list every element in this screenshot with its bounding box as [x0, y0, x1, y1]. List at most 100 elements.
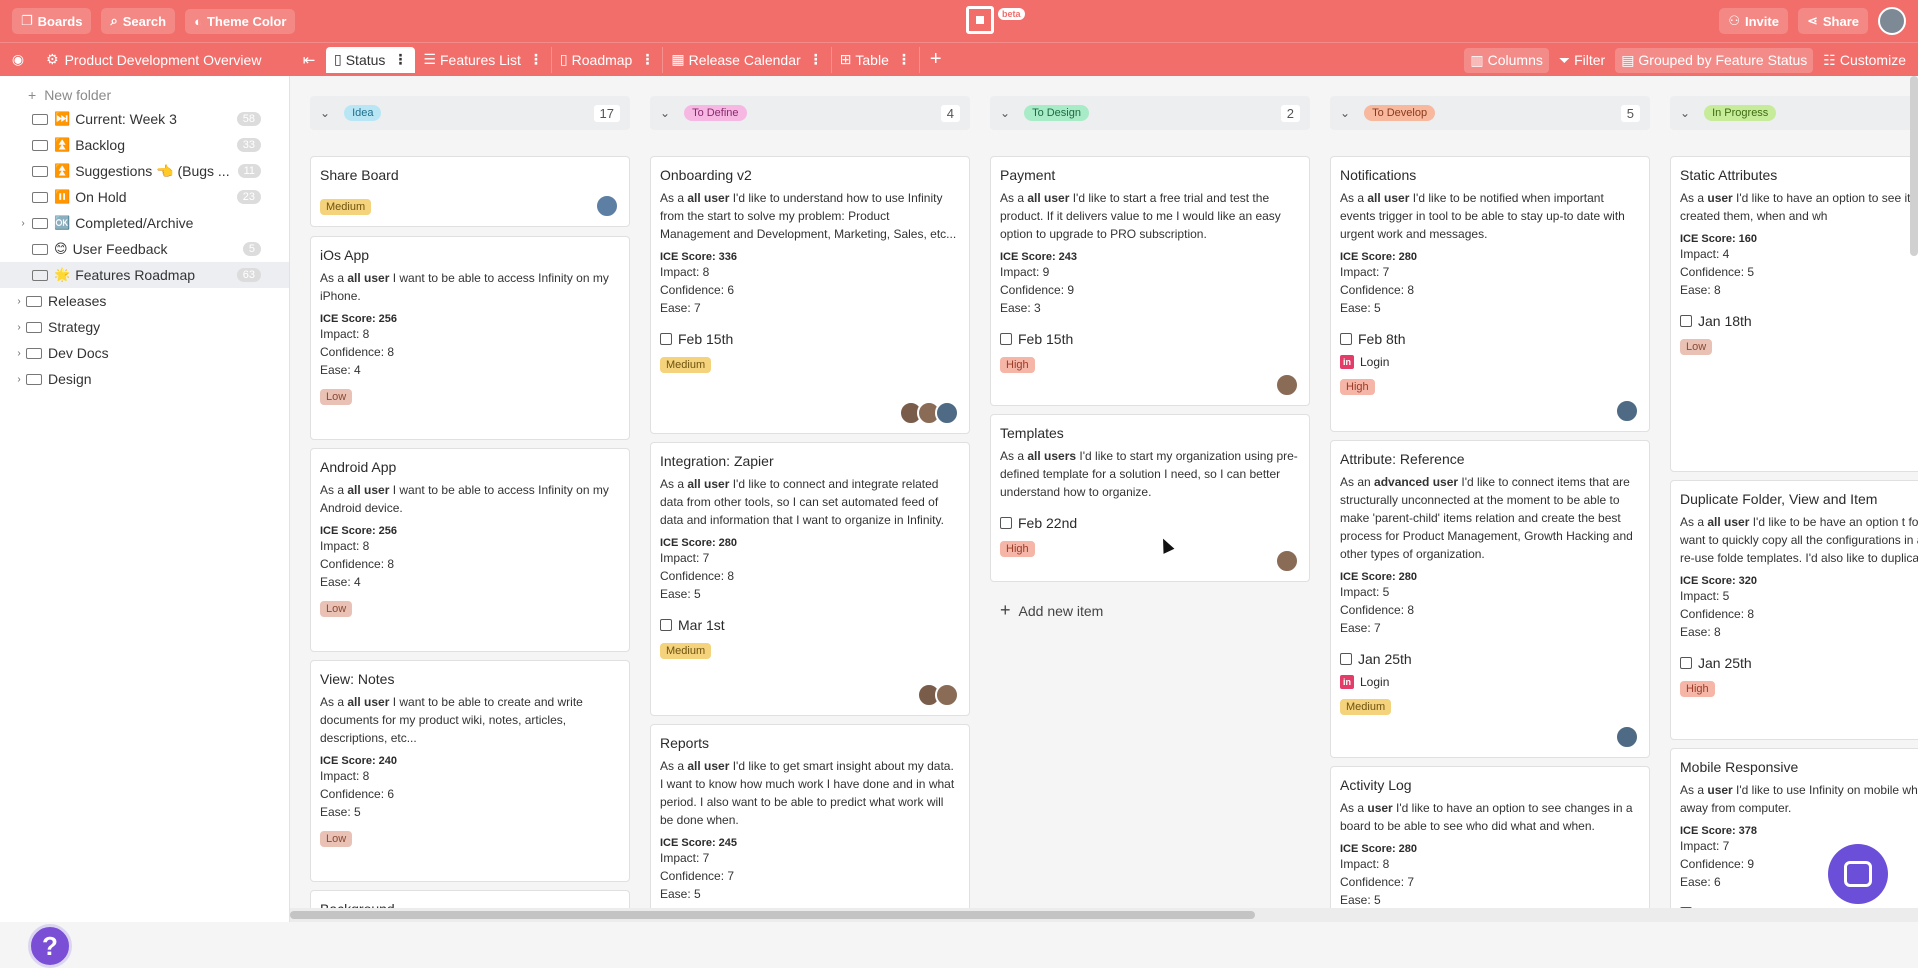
vertical-scrollbar[interactable]: [1910, 76, 1918, 256]
assignees[interactable]: [899, 401, 959, 425]
tab-release-calendar[interactable]: ▦ Release Calendar ⋮: [663, 46, 832, 73]
ease-value: Ease: 7: [660, 301, 701, 315]
tab-roadmap[interactable]: ▯ Roadmap ⋮: [552, 46, 664, 73]
columns-button[interactable]: ▥ Columns: [1464, 47, 1549, 73]
expand-icon[interactable]: ›: [17, 321, 21, 333]
tab-menu-icon[interactable]: ⋮: [808, 51, 823, 67]
chevron-down-icon[interactable]: ⌄: [660, 106, 671, 120]
tab-features-list[interactable]: ☰ Features List ⋮: [415, 46, 552, 73]
add-tab-icon[interactable]: +: [929, 48, 942, 70]
feature-card[interactable]: Reports As a all user I'd like to get sma…: [650, 724, 970, 922]
infinity-logo[interactable]: [966, 6, 1000, 36]
feature-card[interactable]: iOs App As a all user I want to be able t…: [310, 236, 630, 440]
new-folder-button[interactable]: + New folder: [28, 87, 112, 103]
workspace-title[interactable]: ⚙ Product Development Overview: [46, 51, 262, 68]
feature-card[interactable]: Share Board Medium: [310, 156, 630, 227]
assignees[interactable]: [1615, 725, 1639, 749]
sidebar-item[interactable]: ⏸️ On Hold 23: [0, 184, 289, 210]
feature-card[interactable]: Duplicate Folder, View and Item As a all …: [1670, 480, 1918, 740]
feature-card[interactable]: Templates As a all users I'd like to star…: [990, 414, 1310, 582]
assignees[interactable]: [1275, 549, 1299, 573]
sidebar-item[interactable]: 😊 User Feedback 5: [0, 236, 289, 262]
sidebar-item[interactable]: ⏭️ Current: Week 3 58: [0, 106, 289, 132]
sidebar-item[interactable]: › 🆗 Completed/Archive: [0, 210, 289, 236]
feature-card[interactable]: Attribute: Reference As an advanced user …: [1330, 440, 1650, 758]
horizontal-scrollbar[interactable]: [290, 908, 1918, 922]
sidebar-item[interactable]: › Strategy: [0, 314, 289, 340]
feature-card[interactable]: View: Notes As a all user I want to be ab…: [310, 660, 630, 882]
add-new-item-button[interactable]: + Add new item: [1000, 600, 1103, 621]
user-role: all user: [347, 695, 390, 709]
feature-card[interactable]: Android App As a all user I want to be ab…: [310, 448, 630, 652]
collapse-sidebar-icon[interactable]: ⇤: [302, 51, 316, 69]
linked-item[interactable]: in Login: [1340, 675, 1640, 689]
scrollbar-thumb[interactable]: [290, 911, 1255, 919]
description-prefix: As a: [660, 759, 688, 773]
search-button[interactable]: ⌕ Search: [101, 8, 176, 34]
eye-icon[interactable]: ◉: [11, 51, 25, 67]
chevron-down-icon[interactable]: ⌄: [1000, 106, 1011, 120]
ice-score: ICE Score: 320: [1680, 575, 1758, 587]
expand-icon[interactable]: ›: [17, 347, 21, 359]
assignees[interactable]: [917, 683, 959, 707]
tab-status[interactable]: ▯ Status ⋮: [326, 46, 416, 73]
description-text: I want to be able to create and write do…: [320, 695, 583, 745]
impact-value: Impact: 8: [320, 769, 370, 783]
add-user-icon: ⚇: [1728, 13, 1740, 28]
share-button[interactable]: ⋖ Share: [1797, 8, 1868, 34]
card-title: Onboarding v2: [660, 167, 752, 183]
chevron-down-icon[interactable]: ⌄: [320, 106, 331, 120]
assignees[interactable]: [1615, 399, 1639, 423]
sidebar-item[interactable]: ⏫ Backlog 33: [0, 132, 289, 158]
sidebar-item[interactable]: › Design: [0, 366, 289, 392]
expand-icon[interactable]: ›: [17, 373, 21, 385]
feature-card[interactable]: Payment As a all user I'd like to start a…: [990, 156, 1310, 406]
column-header[interactable]: ⌄ Idea 17: [310, 96, 630, 130]
folder-icon: [32, 243, 48, 255]
sidebar-item[interactable]: 🌟 Features Roadmap 63: [0, 262, 289, 288]
expand-icon[interactable]: ›: [17, 295, 21, 307]
chat-button[interactable]: [1828, 844, 1888, 904]
folder-icon: [32, 217, 48, 229]
boards-button[interactable]: ❐ Boards: [12, 8, 92, 34]
tab-menu-icon[interactable]: ⋮: [640, 51, 655, 67]
tab-menu-icon[interactable]: ⋮: [528, 51, 543, 67]
confidence-value: Confidence: 8: [320, 345, 395, 359]
confidence-value: Confidence: 8: [1340, 603, 1415, 617]
help-button[interactable]: ?: [28, 924, 72, 968]
user-role: all user: [347, 271, 390, 285]
expand-icon[interactable]: ›: [21, 217, 25, 229]
tab-table[interactable]: ⊞ Table ⋮: [832, 46, 920, 73]
sidebar-item[interactable]: ⏫ Suggestions 👈 (Bugs ... 11: [0, 158, 289, 184]
user-role: all user: [1707, 515, 1750, 529]
column-header[interactable]: ⌄ To Develop 5: [1330, 96, 1650, 130]
feature-card[interactable]: Activity Log As a user I'd like to have a…: [1330, 766, 1650, 922]
assignees[interactable]: [595, 194, 619, 218]
column-header[interactable]: ⌄ To Design 2: [990, 96, 1310, 130]
feature-card[interactable]: Integration: Zapier As a all user I'd lik…: [650, 442, 970, 716]
chevron-down-icon[interactable]: ⌄: [1680, 106, 1691, 120]
column-header[interactable]: ⌄ To Define 4: [650, 96, 970, 130]
chevron-down-icon[interactable]: ⌄: [1340, 106, 1351, 120]
invite-button[interactable]: ⚇ Invite: [1719, 8, 1788, 34]
feature-card[interactable]: Notifications As a all user I'd like to b…: [1330, 156, 1650, 432]
column-header[interactable]: ⌄ In Progress: [1670, 96, 1918, 130]
card-title: Payment: [1000, 167, 1056, 183]
theme-color-button[interactable]: ◐ Theme Color: [185, 8, 296, 34]
feature-card[interactable]: Mobile Responsive As a user I'd like to u…: [1670, 748, 1918, 922]
card-description: As a user I'd like to have an option to …: [1340, 799, 1640, 835]
assignees[interactable]: [1275, 373, 1299, 397]
due-date: Feb 15th: [660, 331, 960, 347]
linked-item[interactable]: in Login: [1340, 355, 1640, 369]
user-avatar[interactable]: [1878, 7, 1906, 35]
group-by-button[interactable]: ▤ Grouped by Feature Status: [1615, 47, 1814, 73]
feature-card[interactable]: Static Attributes As a user I'd like to h…: [1670, 156, 1918, 472]
filter-button[interactable]: ⏷ Filter: [1558, 51, 1606, 69]
tab-menu-icon[interactable]: ⋮: [896, 51, 911, 67]
feature-card[interactable]: Onboarding v2 As a all user I'd like to u…: [650, 156, 970, 434]
sidebar-item[interactable]: › Releases: [0, 288, 289, 314]
tab-menu-icon[interactable]: ⋮: [393, 51, 408, 67]
sidebar-item[interactable]: › Dev Docs: [0, 340, 289, 366]
customize-button[interactable]: ☷ Customize: [1823, 51, 1906, 69]
description-text: I want to be able to access Infinity on …: [320, 271, 609, 303]
